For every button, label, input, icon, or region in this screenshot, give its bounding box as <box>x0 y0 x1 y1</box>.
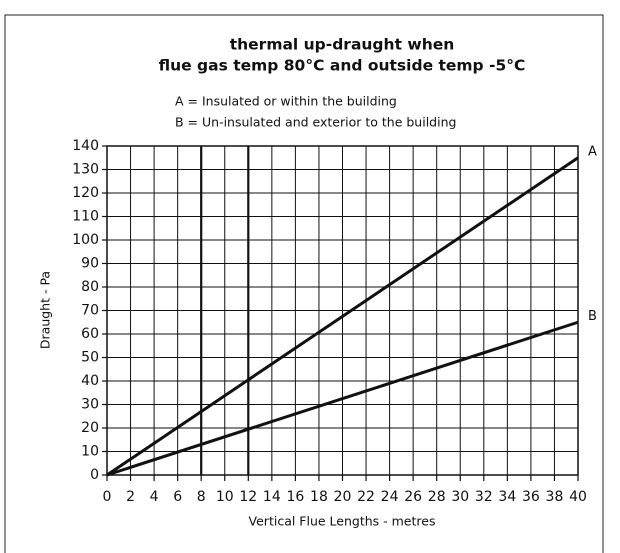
x-tick-label: 22 <box>357 489 375 505</box>
x-tick-label: 26 <box>404 489 422 505</box>
y-tick-label: 110 <box>72 209 99 225</box>
x-tick-label: 12 <box>239 489 257 505</box>
x-tick-label: 34 <box>498 489 516 505</box>
y-tick-label: 70 <box>81 303 99 319</box>
y-tick-label: 40 <box>81 373 99 389</box>
annotation: B = Un-insulated and exterior to the bui… <box>175 115 456 130</box>
x-tick-label: 20 <box>334 489 352 505</box>
x-tick-label: 18 <box>310 489 328 505</box>
series-label: A <box>588 144 597 159</box>
x-tick-label: 32 <box>475 489 493 505</box>
x-tick-label: 14 <box>263 489 281 505</box>
x-tick-label: 36 <box>522 489 540 505</box>
x-tick-label: 16 <box>286 489 304 505</box>
series-line <box>106 320 579 477</box>
y-tick-label: 80 <box>81 279 99 295</box>
y-tick-label: 50 <box>81 350 99 366</box>
x-tick-label: 8 <box>197 489 206 505</box>
y-tick-label: 130 <box>72 162 99 178</box>
x-tick-label: 10 <box>216 489 234 505</box>
chart-title: flue gas temp 80°C and outside temp -5°C <box>159 57 526 75</box>
x-tick-label: 0 <box>103 489 112 505</box>
x-tick-label: 4 <box>150 489 159 505</box>
x-tick-label: 38 <box>546 489 564 505</box>
y-tick-label: 20 <box>81 420 99 436</box>
x-axis-label: Vertical Flue Lengths - metres <box>249 514 436 529</box>
plot-border <box>106 145 579 476</box>
y-tick-label: 120 <box>72 185 99 201</box>
y-tick-label: 140 <box>72 138 99 154</box>
x-tick-label: 6 <box>173 489 182 505</box>
x-tick-label: 40 <box>569 489 587 505</box>
y-tick-label: 100 <box>72 232 99 248</box>
y-tick-label: 10 <box>81 444 99 460</box>
series-line <box>106 156 579 477</box>
annotation: A = Insulated or within the building <box>175 94 397 109</box>
y-tick-label: 90 <box>81 256 99 272</box>
x-tick-label: 24 <box>381 489 399 505</box>
series-label: B <box>588 309 597 324</box>
y-tick-label: 60 <box>81 326 99 342</box>
chart-title: thermal up-draught when <box>230 36 455 54</box>
x-tick-label: 28 <box>428 489 446 505</box>
frame <box>4 14 604 553</box>
x-tick-label: 2 <box>126 489 135 505</box>
y-tick-label: 0 <box>90 467 99 483</box>
x-tick-label: 30 <box>451 489 469 505</box>
y-axis-label: Draught - Pa <box>38 271 53 349</box>
y-tick-label: 30 <box>81 397 99 413</box>
